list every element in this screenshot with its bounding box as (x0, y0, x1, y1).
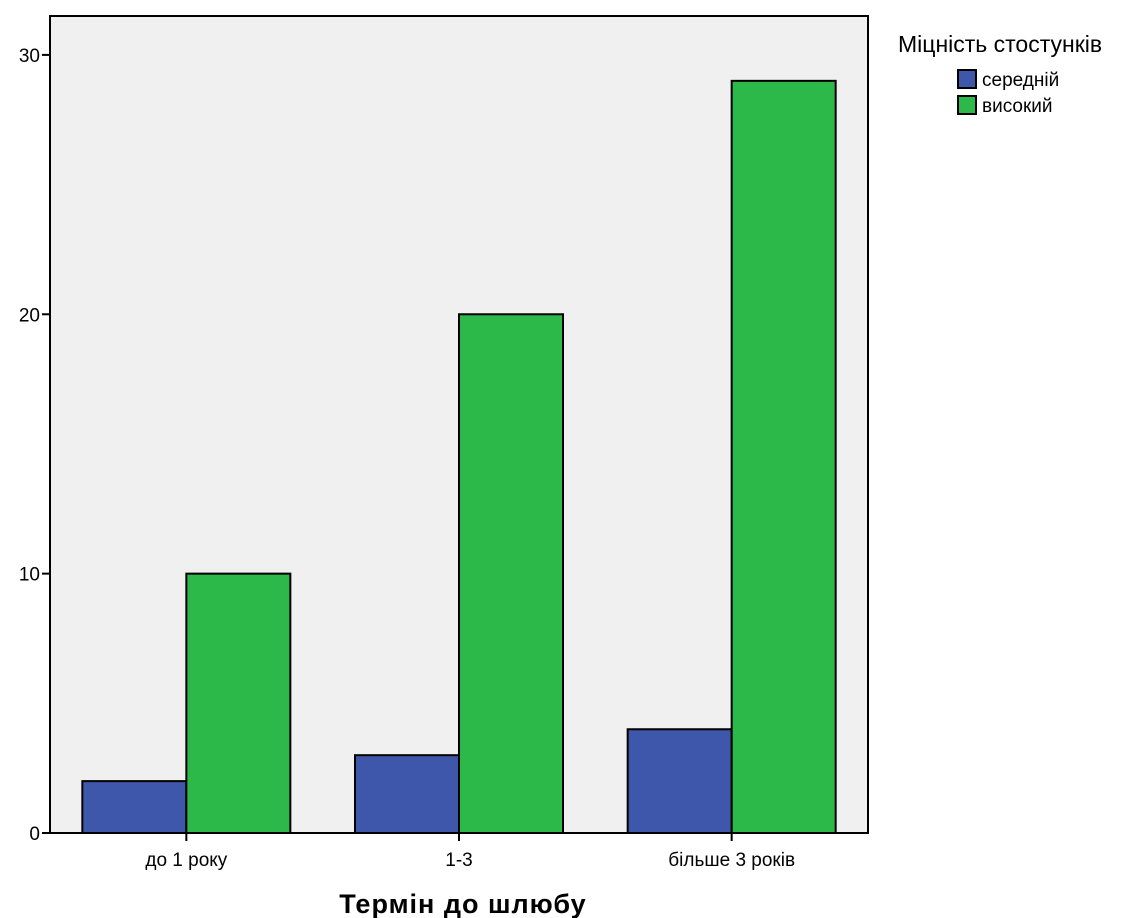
legend-title: Міцність стостунків (898, 31, 1102, 57)
legend-swatch (957, 95, 977, 115)
bar-seredniy (354, 754, 460, 835)
bar-vysokyi (730, 79, 837, 835)
x-axis: до 1 року 1-3 більше 3 років (145, 833, 795, 871)
legend-label: середній (982, 70, 1059, 91)
y-axis: 0 10 20 30 (19, 46, 50, 845)
x-axis-title: Термін до шлюбу (339, 889, 586, 918)
y-tick-label: 0 (29, 824, 40, 845)
bars-layer (81, 79, 837, 835)
x-tick-label: 1-3 (445, 850, 472, 871)
bar-seredniy (626, 728, 733, 834)
bar-seredniy (81, 780, 188, 835)
bar-vysokyi (185, 572, 292, 835)
bar-vysokyi (458, 313, 564, 834)
x-tick-label: більше 3 років (668, 850, 795, 871)
legend-swatch (957, 69, 977, 89)
legend-label: високий (982, 96, 1053, 117)
y-tick-label: 30 (19, 46, 40, 67)
y-tick-label: 10 (19, 565, 40, 586)
legend: Міцність стостунків середній високий (898, 31, 1102, 117)
y-tick-label: 20 (19, 305, 40, 326)
x-tick-label: до 1 року (145, 850, 227, 871)
